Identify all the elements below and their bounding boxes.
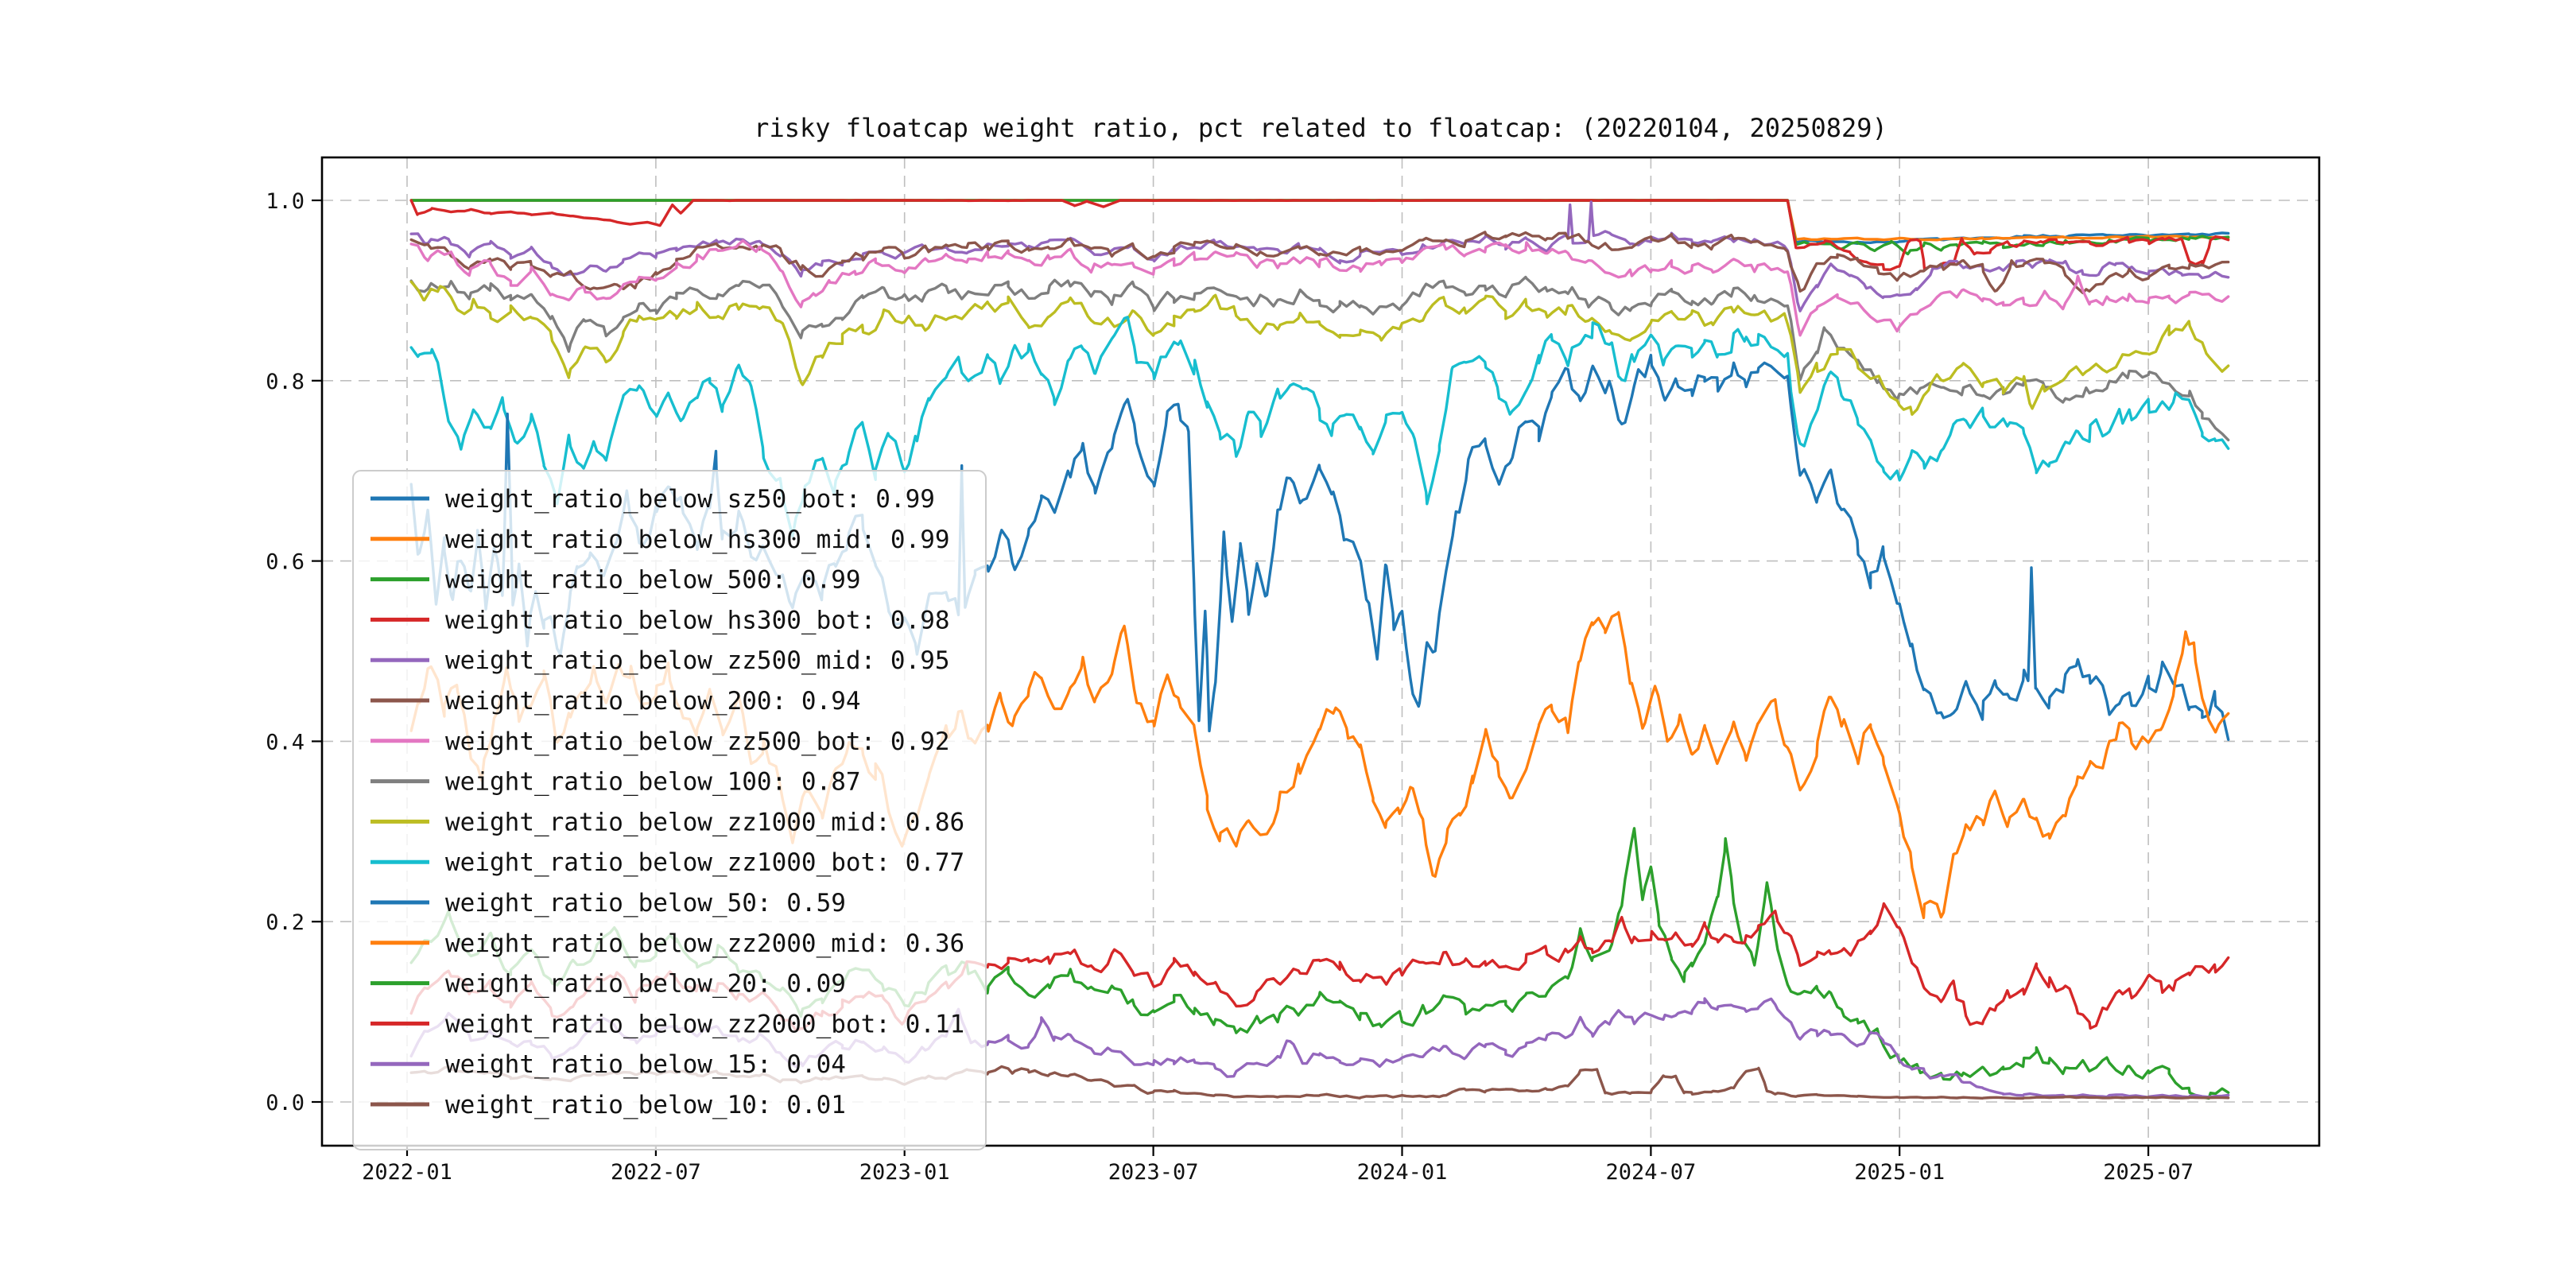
chart-title: risky floatcap weight ratio, pct related…	[754, 113, 1887, 143]
legend-label: weight_ratio_below_zz500_bot: 0.92	[445, 727, 950, 756]
legend-label: weight_ratio_below_hs300_bot: 0.98	[445, 606, 950, 634]
legend-item-weight_ratio_below_hs300_mid: weight_ratio_below_hs300_mid: 0.99	[370, 526, 950, 554]
legend-item-weight_ratio_below_100: weight_ratio_below_100: 0.87	[370, 768, 861, 797]
y-tick-label: 0.4	[266, 730, 305, 755]
x-tick-label: 2023-07	[1108, 1160, 1199, 1185]
legend-item-weight_ratio_below_zz2000_mid: weight_ratio_below_zz2000_mid: 0.36	[370, 929, 964, 958]
legend-item-weight_ratio_below_hs300_bot: weight_ratio_below_hs300_bot: 0.98	[370, 606, 950, 634]
legend-label: weight_ratio_below_15: 0.04	[445, 1050, 846, 1079]
legend-label: weight_ratio_below_500: 0.99	[445, 566, 861, 595]
x-tick-label: 2025-01	[1854, 1160, 1945, 1185]
legend-label: weight_ratio_below_200: 0.94	[445, 687, 861, 716]
x-tick-label: 2024-07	[1606, 1160, 1697, 1185]
legend-item-weight_ratio_below_15: weight_ratio_below_15: 0.04	[370, 1050, 846, 1079]
legend: weight_ratio_below_sz50_bot: 0.99 weight_…	[352, 470, 987, 1150]
x-tick-label: 2024-01	[1357, 1160, 1448, 1185]
legend-label: weight_ratio_below_100: 0.87	[445, 768, 861, 797]
legend-item-weight_ratio_below_zz1000_bot: weight_ratio_below_zz1000_bot: 0.77	[370, 848, 964, 877]
series-line-weight_ratio_below_zz1000_mid	[409, 280, 2230, 416]
legend-item-weight_ratio_below_zz500_mid: weight_ratio_below_zz500_mid: 0.95	[370, 646, 950, 675]
legend-item-weight_ratio_below_20: weight_ratio_below_20: 0.09	[370, 970, 846, 999]
plot-area-border	[320, 156, 2321, 1147]
series-line-weight_ratio_below_zz1000_bot	[409, 316, 2230, 538]
y-tick-label: 0.8	[266, 370, 305, 394]
legend-item-weight_ratio_below_sz50_bot: weight_ratio_below_sz50_bot: 0.99	[370, 485, 935, 514]
legend-label: weight_ratio_below_zz1000_mid: 0.86	[445, 808, 964, 836]
x-tick-label: 2022-07	[611, 1160, 701, 1185]
legend-item-weight_ratio_below_zz1000_mid: weight_ratio_below_zz1000_mid: 0.86	[370, 808, 964, 836]
legend-item-weight_ratio_below_500: weight_ratio_below_500: 0.99	[370, 566, 861, 595]
legend-item-weight_ratio_below_zz500_bot: weight_ratio_below_zz500_bot: 0.92	[370, 727, 950, 756]
legend-label: weight_ratio_below_zz2000_mid: 0.36	[445, 929, 964, 958]
x-tick-label: 2023-01	[859, 1160, 950, 1185]
x-tick-label: 2025-07	[2103, 1160, 2194, 1185]
legend-item-weight_ratio_below_200: weight_ratio_below_200: 0.94	[370, 687, 861, 716]
legend-item-weight_ratio_below_10: weight_ratio_below_10: 0.01	[370, 1091, 846, 1119]
x-tick-label: 2022-01	[362, 1160, 452, 1185]
axes: 2022-01 2022-07 2023-01 2023-07 2024-01 2024-…	[266, 156, 2321, 1185]
series-line-weight_ratio_below_hs300_bot	[409, 199, 2230, 271]
legend-label: weight_ratio_below_zz500_mid: 0.95	[445, 646, 950, 675]
series-line-weight_ratio_below_200	[409, 231, 2230, 294]
y-tick-label: 1.0	[266, 189, 305, 214]
legend-label: weight_ratio_below_zz2000_bot: 0.11	[445, 1010, 964, 1038]
legend-label: weight_ratio_below_20: 0.09	[445, 970, 846, 999]
legend-box	[352, 470, 987, 1150]
y-tick-label: 0.2	[266, 910, 305, 935]
legend-label: weight_ratio_below_zz1000_bot: 0.77	[445, 848, 964, 877]
series-line-weight_ratio_below_zz500_bot	[409, 239, 2230, 337]
y-tick-label: 0.6	[266, 550, 305, 575]
legend-item-weight_ratio_below_zz2000_bot: weight_ratio_below_zz2000_bot: 0.11	[370, 1010, 964, 1038]
y-tick-label: 0.0	[266, 1091, 305, 1115]
legend-label: weight_ratio_below_50: 0.59	[445, 889, 846, 918]
legend-label: weight_ratio_below_10: 0.01	[445, 1091, 846, 1119]
series-line-weight_ratio_below_zz500_mid	[409, 200, 2230, 312]
legend-label: weight_ratio_below_sz50_bot: 0.99	[445, 485, 935, 514]
legend-item-weight_ratio_below_50: weight_ratio_below_50: 0.59	[370, 889, 846, 918]
series-line-weight_ratio_below_100	[409, 275, 2230, 442]
legend-label: weight_ratio_below_hs300_mid: 0.99	[445, 526, 950, 554]
